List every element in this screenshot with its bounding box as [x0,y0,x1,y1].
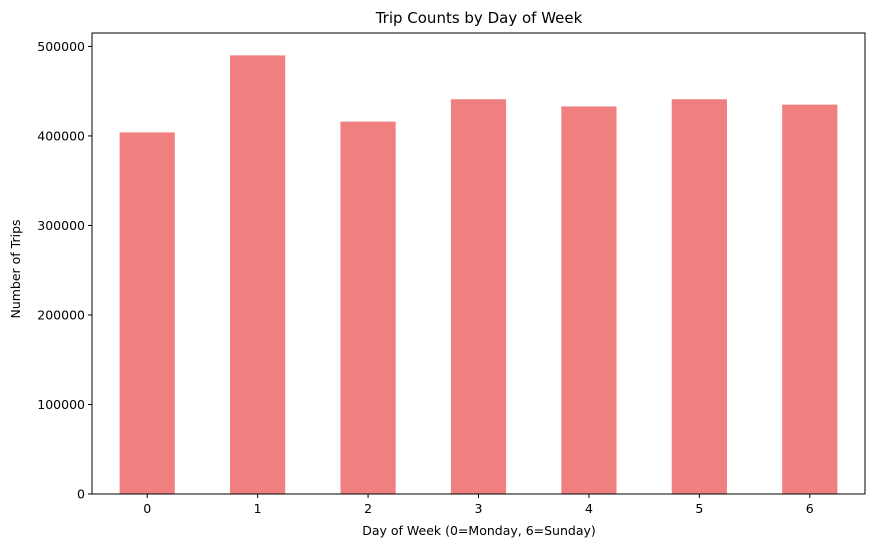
plot-frame [91,32,866,495]
y-axis-title: Number of Trips [8,219,23,318]
bar-day-6 [782,104,838,495]
x-tick-label: 1 [254,501,262,516]
bar-day-5 [671,99,727,494]
x-axis-title: Day of Week (0=Monday, 6=Sunday) [362,523,596,538]
bars [119,55,838,495]
bar-day-3 [450,99,507,494]
x-tick-label: 5 [695,501,703,516]
x-tick-label: 4 [585,501,593,516]
x-tick-label: 3 [475,501,483,516]
y-tick-label: 400000 [37,128,85,143]
axis-ticks: 0 1 2 3 4 5 6 0 100000 200000 300000 400000 500000 [37,39,814,516]
chart-title: Trip Counts by Day of Week [375,9,583,27]
x-tick-label: 0 [143,501,151,516]
x-tick-label: 6 [806,501,814,516]
y-tick-label: 100000 [37,397,85,412]
y-tick-label: 300000 [37,218,85,233]
bar-day-2 [340,121,396,494]
bar-day-0 [119,132,175,495]
y-tick-label: 0 [77,487,85,502]
bar-day-1 [230,55,286,495]
y-tick-label: 200000 [37,307,85,322]
y-tick-label: 500000 [37,39,85,54]
x-tick-label: 2 [364,501,372,516]
bar-day-4 [561,106,617,494]
